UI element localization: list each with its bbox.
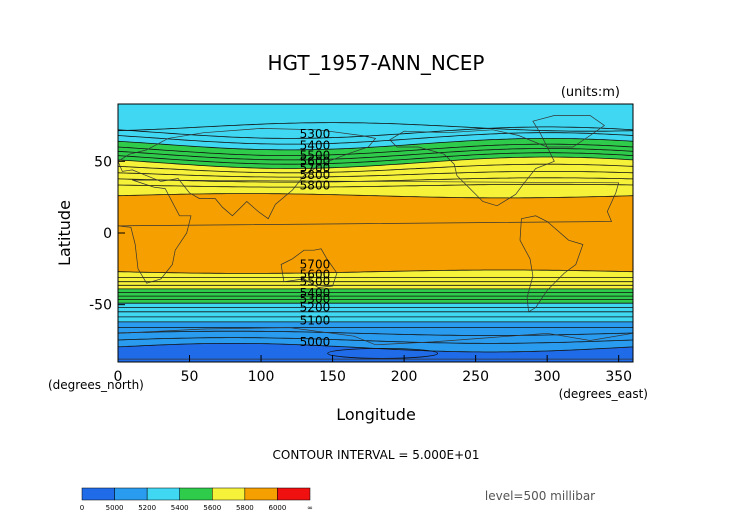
contour-line-north bbox=[117, 183, 634, 188]
x-tick-label: 200 bbox=[391, 369, 418, 385]
band-5800-plus bbox=[118, 193, 633, 274]
band-5400-5600-north bbox=[118, 138, 633, 169]
svg-text:5700: 5700 bbox=[300, 258, 331, 272]
svg-text:5500: 5500 bbox=[300, 149, 331, 163]
contour-line-north bbox=[117, 177, 634, 183]
svg-text:5600: 5600 bbox=[300, 154, 331, 168]
contour-line-south bbox=[117, 269, 634, 274]
contour-label: 5700 bbox=[300, 161, 331, 175]
x-axis-label: Longitude bbox=[336, 405, 416, 424]
band-5200-5400-south bbox=[118, 303, 633, 322]
colorbar-label: 5600 bbox=[203, 504, 221, 512]
x-tick-label: 50 bbox=[181, 369, 199, 385]
contour-line-north bbox=[117, 122, 634, 132]
band-5000-5200-south bbox=[118, 321, 633, 352]
svg-text:5400: 5400 bbox=[300, 286, 331, 300]
contour-interval-text: CONTOUR INTERVAL = 5.000E+01 bbox=[273, 448, 480, 462]
contour-line-north bbox=[117, 171, 634, 178]
band-5600-5800-north bbox=[118, 157, 633, 198]
contour-label: 5800 bbox=[300, 179, 331, 193]
contour-line-north bbox=[117, 126, 634, 139]
contour-line-polar-low bbox=[327, 347, 439, 359]
contour-line-north bbox=[117, 193, 634, 199]
contour-line-south bbox=[117, 337, 634, 344]
contour-label: 5400 bbox=[300, 139, 331, 153]
contour-label: 5500 bbox=[300, 149, 331, 163]
colorbar-label: 5000 bbox=[106, 504, 124, 512]
svg-text:5300: 5300 bbox=[300, 292, 331, 306]
contour-label: 5500 bbox=[300, 275, 331, 289]
colorbar-segment bbox=[81, 487, 115, 501]
x-tick-label: 300 bbox=[534, 369, 561, 385]
contour-line-north bbox=[117, 148, 634, 161]
x-axis-ticks: 0 50 100 150 200 250 300 350 bbox=[114, 355, 632, 385]
contour-line-north bbox=[117, 132, 634, 145]
units-label: (units:m) bbox=[561, 85, 620, 100]
contour-label: 5600 bbox=[300, 154, 331, 168]
contour-label: 5200 bbox=[300, 301, 331, 315]
y-axis-ticks: 50 0 -50 bbox=[89, 154, 125, 314]
contour-label: 5100 bbox=[300, 313, 331, 327]
level-text: level=500 millibar bbox=[485, 489, 595, 503]
y-axis-label: Latitude bbox=[55, 200, 74, 266]
x-tick-label: 0 bbox=[114, 369, 123, 385]
band-5200-5400-north bbox=[118, 104, 633, 150]
svg-text:5100: 5100 bbox=[300, 313, 331, 327]
colorbar-label: 5400 bbox=[171, 504, 189, 512]
y-tick-label: 50 bbox=[94, 154, 112, 170]
svg-text:5500: 5500 bbox=[300, 275, 331, 289]
contour-line-north bbox=[117, 152, 634, 165]
colorbar-segment bbox=[244, 487, 278, 501]
svg-text:5200: 5200 bbox=[300, 301, 331, 315]
contour-line-north bbox=[117, 156, 634, 169]
colorbar-label: 6000 bbox=[269, 504, 287, 512]
svg-text:5400: 5400 bbox=[300, 139, 331, 153]
band-5600-5800-south bbox=[118, 270, 633, 289]
continent-africa bbox=[117, 179, 620, 284]
x-unit-label: (degrees_east) bbox=[559, 387, 648, 401]
contour-label: 5300 bbox=[300, 127, 331, 141]
svg-text:5800: 5800 bbox=[300, 179, 331, 193]
colorbar-label: 5800 bbox=[236, 504, 254, 512]
colorbar-label: ∞ bbox=[307, 504, 313, 512]
contour-label: 5000 bbox=[300, 335, 331, 349]
chart-title: HGT_1957-ANN_NCEP bbox=[268, 51, 485, 75]
x-tick-label: 150 bbox=[319, 369, 346, 385]
continent-greenland bbox=[532, 115, 606, 148]
svg-text:5700: 5700 bbox=[300, 161, 331, 175]
y-unit-label: (degrees_north) bbox=[48, 378, 144, 392]
colorbar-segment bbox=[114, 487, 148, 501]
x-tick-label: 350 bbox=[605, 369, 632, 385]
colorbar-label: 5200 bbox=[138, 504, 156, 512]
map-plot-area: 5300540055005600570058005800570056005500… bbox=[117, 103, 634, 363]
colorbar-label: 0 bbox=[80, 504, 84, 512]
contour-line-north bbox=[117, 138, 634, 151]
band-below-5000 bbox=[118, 343, 633, 362]
contour-label: 5300 bbox=[300, 292, 331, 306]
colorbar-segment bbox=[212, 487, 246, 501]
contour-label: 5700 bbox=[300, 258, 331, 272]
continent-north-america bbox=[389, 129, 555, 207]
x-tick-label: 100 bbox=[248, 369, 275, 385]
x-tick-label: 250 bbox=[462, 369, 489, 385]
continent-europe-asia bbox=[117, 128, 377, 220]
contour-line-south bbox=[117, 330, 634, 336]
continent-south-america bbox=[519, 215, 584, 313]
contour-label: 5800 bbox=[300, 168, 331, 182]
svg-text:5800: 5800 bbox=[300, 168, 331, 182]
svg-text:5000: 5000 bbox=[300, 335, 331, 349]
y-tick-label: 0 bbox=[103, 226, 112, 242]
svg-text:5300: 5300 bbox=[300, 127, 331, 141]
colorbar-segment bbox=[179, 487, 213, 501]
svg-text:5600: 5600 bbox=[300, 268, 331, 282]
continent-australia bbox=[280, 248, 338, 288]
colorbar: 0 5000 5200 5400 5600 5800 6000 ∞ bbox=[80, 487, 313, 512]
contour-label: 5600 bbox=[300, 268, 331, 282]
colorbar-segment bbox=[146, 487, 180, 501]
contour-line-north bbox=[117, 143, 634, 156]
y-tick-label: -50 bbox=[89, 298, 112, 314]
colorbar-segment bbox=[277, 487, 311, 501]
contour-label: 5400 bbox=[300, 286, 331, 300]
